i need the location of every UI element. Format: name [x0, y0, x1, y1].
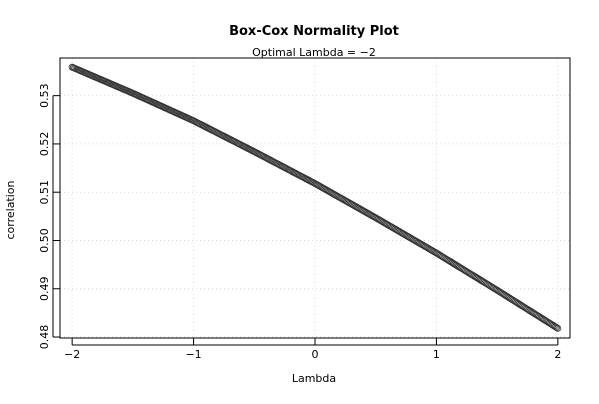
x-tick-label: 0 [312, 348, 319, 361]
x-tick-label: −2 [64, 348, 80, 361]
y-tick-label: 0.53 [38, 83, 51, 108]
x-tick-label: −1 [185, 348, 201, 361]
x-tick-label: 1 [433, 348, 440, 361]
data-point [553, 324, 561, 331]
data-point [554, 324, 562, 332]
y-tick-label: 0.50 [38, 228, 51, 253]
x-tick-label: 2 [554, 348, 561, 361]
y-tick-label: 0.52 [38, 132, 51, 157]
data-points [68, 63, 562, 332]
y-tick-label: 0.51 [38, 180, 51, 205]
chart-title: Box-Cox Normality Plot [229, 24, 399, 39]
y-tick-label: 0.48 [38, 325, 51, 350]
grid-lines [60, 58, 570, 338]
chart-subtitle: Optimal Lambda = −2 [252, 46, 376, 59]
y-tick-label: 0.49 [38, 277, 51, 302]
x-axis-label: Lambda [292, 372, 336, 385]
y-axis-label: correlation [4, 180, 17, 239]
axes: −2 −1 0 1 2 0.48 0.49 0.50 0.51 0.52 0.53 [38, 83, 561, 361]
